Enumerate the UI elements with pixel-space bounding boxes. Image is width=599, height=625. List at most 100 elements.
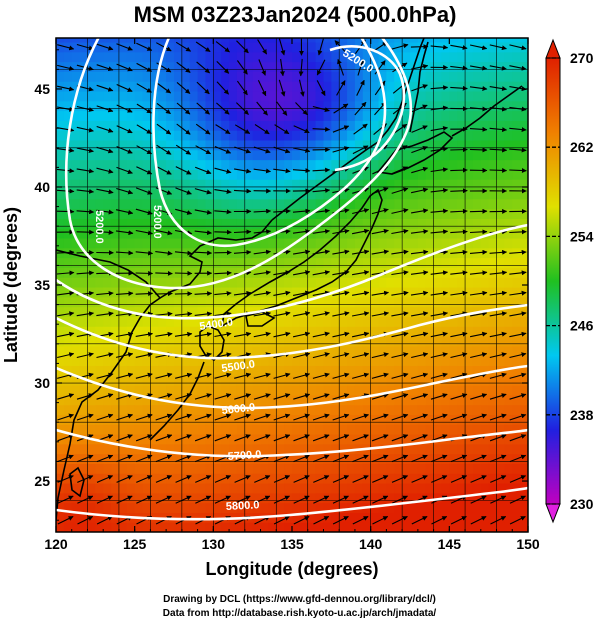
heat-cell — [307, 424, 317, 435]
heat-cell — [276, 414, 285, 425]
heat-cell — [354, 81, 364, 92]
heat-cell — [299, 286, 309, 298]
heat-cell — [339, 424, 348, 435]
heat-cell — [174, 169, 183, 180]
heat-cell — [441, 179, 450, 190]
heat-cell — [307, 257, 317, 268]
heat-cell — [480, 286, 490, 298]
heat-cell — [103, 267, 112, 278]
heat-cell — [292, 228, 301, 239]
heat-cell — [63, 316, 73, 327]
wind-arrow — [292, 331, 311, 338]
heat-cell — [260, 247, 269, 259]
heat-cell — [63, 277, 73, 288]
heat-cell — [433, 277, 443, 288]
heat-cell — [512, 71, 521, 82]
heat-cell — [339, 51, 348, 63]
heat-cell — [299, 41, 309, 53]
heat-cell — [134, 394, 144, 406]
heat-cell — [276, 482, 285, 494]
heat-cell — [292, 463, 301, 474]
heat-cell — [480, 277, 490, 288]
wind-arrow — [411, 454, 428, 463]
wind-arrow — [236, 102, 249, 115]
heat-cell — [134, 149, 144, 161]
heat-cell — [488, 482, 498, 494]
heat-cell — [189, 110, 199, 121]
heat-cell — [158, 463, 167, 474]
heat-cell — [339, 169, 348, 180]
heat-cell — [63, 306, 73, 317]
heat-cell — [520, 296, 528, 308]
heat-cell — [181, 51, 191, 63]
heat-cell — [174, 286, 183, 298]
heat-cell — [457, 502, 466, 513]
heat-cell — [512, 365, 521, 376]
heat-cell — [189, 296, 199, 308]
wind-arrow — [96, 105, 114, 113]
y-tick-label: 45 — [34, 81, 50, 97]
heat-cell — [480, 169, 490, 180]
heat-cell — [134, 51, 144, 63]
heat-cell — [95, 492, 104, 504]
heat-cell — [166, 61, 175, 72]
heat-cell — [299, 424, 309, 435]
heat-cell — [323, 375, 332, 386]
heat-cell — [236, 492, 246, 504]
heat-cell — [292, 522, 301, 532]
heat-cell — [433, 218, 443, 229]
heat-cell — [465, 237, 474, 249]
wind-arrow — [292, 208, 311, 214]
heat-cell — [63, 51, 73, 63]
heat-cell — [339, 149, 348, 161]
heat-cell — [56, 159, 65, 170]
heat-cell — [252, 365, 262, 376]
wind-arrow — [489, 127, 508, 133]
heat-cell — [362, 414, 372, 425]
heat-cell — [425, 414, 435, 425]
heat-cell — [394, 51, 403, 63]
heat-cell — [71, 394, 81, 406]
heat-cell — [402, 306, 411, 317]
heat-cell — [142, 198, 151, 210]
heat-cell — [402, 198, 411, 210]
heat-cell — [221, 159, 230, 170]
heat-cell — [402, 41, 411, 53]
heat-cell — [71, 365, 81, 376]
heat-cell — [465, 365, 474, 376]
heat-cell — [331, 326, 340, 337]
heat-cell — [71, 110, 81, 121]
heat-cell — [244, 208, 254, 219]
heat-cell — [370, 512, 380, 523]
wind-arrow — [450, 311, 468, 317]
wind-arrow — [371, 393, 389, 400]
heat-cell — [56, 41, 65, 53]
heat-cell — [465, 384, 474, 396]
heat-cell — [71, 512, 81, 523]
heat-cell — [174, 38, 183, 43]
heat-cell — [252, 473, 262, 484]
heat-cell — [472, 277, 482, 288]
wind-arrow — [56, 85, 75, 92]
heat-cell — [433, 306, 443, 317]
heat-cell — [465, 218, 474, 229]
contour-5500 — [56, 303, 528, 360]
heat-cell — [299, 71, 309, 82]
heat-cell — [252, 71, 262, 82]
heat-cell — [292, 424, 301, 435]
heat-cell — [457, 326, 466, 337]
heat-cell — [197, 139, 207, 151]
heat-cell — [449, 169, 458, 180]
heat-cell — [213, 453, 222, 464]
heat-cell — [181, 335, 191, 347]
heat-cell — [56, 512, 65, 523]
heat-cell — [488, 237, 498, 249]
heat-cell — [292, 316, 301, 327]
heat-cell — [307, 433, 317, 445]
heat-cell — [166, 100, 175, 112]
heat-cell — [189, 375, 199, 386]
contour-label: 5200.0 — [151, 205, 163, 239]
heat-cell — [260, 335, 269, 347]
contour-label: 5700.0 — [227, 449, 261, 463]
heat-cell — [134, 237, 144, 249]
